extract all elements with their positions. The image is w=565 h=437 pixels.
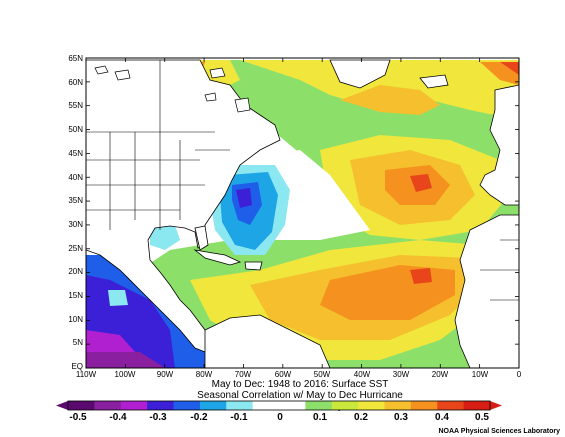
colorbar bbox=[56, 400, 502, 411]
colorbar-label-m01: -0.1 bbox=[230, 412, 248, 423]
lon-label-30w: 30W bbox=[393, 370, 410, 379]
field-red-tropical bbox=[410, 268, 432, 284]
political-borders bbox=[86, 60, 519, 301]
latitude-labels: 65N 60N 55N 50N 45N 40N 35N 30N 25N 20N … bbox=[68, 54, 83, 371]
lon-label-110w: 110W bbox=[76, 370, 97, 379]
colorbar-label-m03: -0.3 bbox=[149, 412, 167, 423]
colorbar-swatch bbox=[463, 401, 491, 410]
lon-label-60w: 60W bbox=[275, 370, 292, 379]
colorbar-swatch bbox=[279, 401, 306, 410]
land-hispaniola bbox=[244, 261, 263, 271]
lat-label-55n: 55N bbox=[68, 101, 83, 110]
colorbar-swatch bbox=[358, 401, 385, 410]
field-red-core bbox=[410, 174, 432, 192]
lon-label-20w: 20W bbox=[432, 370, 449, 379]
field-orange-north bbox=[340, 85, 440, 115]
lon-label-90w: 90W bbox=[157, 370, 174, 379]
field-cyan-gulf bbox=[150, 225, 180, 250]
lat-label-25n: 25N bbox=[68, 244, 83, 253]
sst-field bbox=[86, 59, 519, 368]
colorbar-swatch bbox=[147, 401, 174, 410]
lon-label-40w: 40W bbox=[354, 370, 371, 379]
colorbar-label-01: 0.1 bbox=[313, 412, 327, 423]
lat-label-45n: 45N bbox=[68, 149, 83, 158]
colorbar-swatch bbox=[384, 401, 412, 410]
colorbar-swatch bbox=[305, 401, 333, 410]
land-north-america bbox=[86, 59, 281, 353]
colorbar-labels: -0.5 -0.4 -0.3 -0.2 -0.1 0 0.1 0.2 0.3 0… bbox=[69, 412, 489, 423]
land-africa bbox=[454, 214, 519, 368]
colorbar-label-m02: -0.2 bbox=[190, 412, 208, 423]
colorbar-swatch bbox=[68, 401, 95, 410]
lat-label-eq: EQ bbox=[71, 362, 83, 371]
land-south-america bbox=[204, 314, 331, 368]
map-border bbox=[85, 57, 520, 369]
land-greenland bbox=[329, 59, 391, 89]
lon-label-10w: 10W bbox=[472, 370, 489, 379]
lat-label-50n: 50N bbox=[68, 125, 83, 134]
lat-label-40n: 40N bbox=[68, 173, 83, 182]
lon-label-70w: 70W bbox=[235, 370, 252, 379]
lat-label-5n: 5N bbox=[73, 338, 83, 347]
lat-label-10n: 10N bbox=[68, 315, 83, 324]
field-red-ne bbox=[500, 62, 519, 75]
land-florida bbox=[194, 225, 209, 251]
colorbar-label-03: 0.3 bbox=[394, 412, 408, 423]
lon-label-50w: 50W bbox=[314, 370, 331, 379]
field-darkblue-gulfstream bbox=[236, 188, 252, 208]
lon-label-0: 0 bbox=[517, 370, 522, 379]
land-cuba bbox=[193, 249, 242, 266]
field-violet-pacific bbox=[86, 330, 135, 352]
colorbar-swatch bbox=[226, 401, 254, 410]
arctic-islands bbox=[94, 65, 251, 113]
land-iceland bbox=[419, 74, 449, 89]
colorbar-swatch bbox=[331, 401, 359, 410]
longitude-labels: 110W 100W 90W 80W 70W 60W 50W 40W 30W 20… bbox=[76, 370, 522, 379]
credit-label: NOAA Physical Sciences Laboratory bbox=[438, 428, 560, 435]
land-europe bbox=[479, 84, 519, 206]
colorbar-label-0: 0 bbox=[277, 412, 283, 423]
axis-ticks bbox=[85, 57, 520, 369]
title-line-1: May to Dec: 1948 to 2016: Surface SST bbox=[212, 379, 389, 390]
lat-label-20n: 20N bbox=[68, 267, 83, 276]
colorbar-swatch bbox=[199, 401, 227, 410]
colorbar-swatch bbox=[120, 401, 148, 410]
colorbar-right-arrow bbox=[490, 401, 502, 410]
colorbar-label-05: 0.5 bbox=[475, 412, 489, 423]
colorbar-left-arrow bbox=[56, 401, 68, 410]
lon-label-80w: 80W bbox=[196, 370, 213, 379]
colorbar-swatch bbox=[252, 401, 280, 410]
lat-label-30n: 30N bbox=[68, 220, 83, 229]
field-purple-pacific bbox=[86, 350, 165, 368]
lat-label-60n: 60N bbox=[68, 78, 83, 87]
colorbar-label-02: 0.2 bbox=[354, 412, 368, 423]
colorbar-swatch bbox=[437, 401, 465, 410]
title-line-2: Seasonal Correlation w/ May to Dec Hurri… bbox=[197, 390, 403, 401]
lat-label-15n: 15N bbox=[68, 291, 83, 300]
lat-label-65n: 65N bbox=[68, 54, 83, 63]
colorbar-label-m04: -0.4 bbox=[109, 412, 127, 423]
colorbar-border bbox=[67, 400, 491, 411]
lat-label-35n: 35N bbox=[68, 196, 83, 205]
colorbar-swatch bbox=[94, 401, 122, 410]
colorbar-swatch bbox=[173, 401, 201, 410]
colorbar-label-04: 0.4 bbox=[435, 412, 449, 423]
lon-label-100w: 100W bbox=[115, 370, 136, 379]
field-cyan-pacific bbox=[108, 290, 128, 306]
colorbar-swatch bbox=[410, 401, 438, 410]
colorbar-label-m05: -0.5 bbox=[69, 412, 87, 423]
